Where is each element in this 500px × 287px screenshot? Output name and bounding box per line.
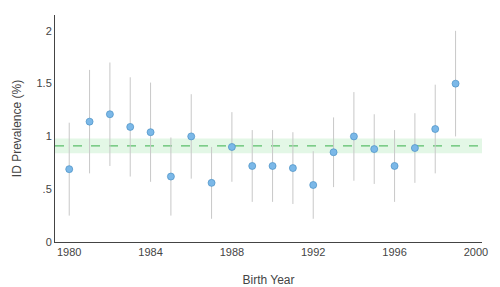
svg-text:1988: 1988 bbox=[220, 246, 244, 258]
svg-text:1: 1 bbox=[46, 130, 52, 142]
svg-text:2000: 2000 bbox=[464, 246, 488, 258]
svg-text:ID Prevalence (%): ID Prevalence (%) bbox=[10, 80, 24, 177]
svg-text:1992: 1992 bbox=[301, 246, 325, 258]
svg-text:2: 2 bbox=[46, 25, 52, 37]
svg-text:0: 0 bbox=[46, 236, 52, 248]
svg-text:1980: 1980 bbox=[57, 246, 81, 258]
svg-text:1.5: 1.5 bbox=[37, 77, 52, 89]
svg-text:Birth Year: Birth Year bbox=[242, 273, 294, 287]
svg-text:1996: 1996 bbox=[382, 246, 406, 258]
svg-text:.5: .5 bbox=[43, 183, 52, 195]
svg-text:1984: 1984 bbox=[138, 246, 162, 258]
